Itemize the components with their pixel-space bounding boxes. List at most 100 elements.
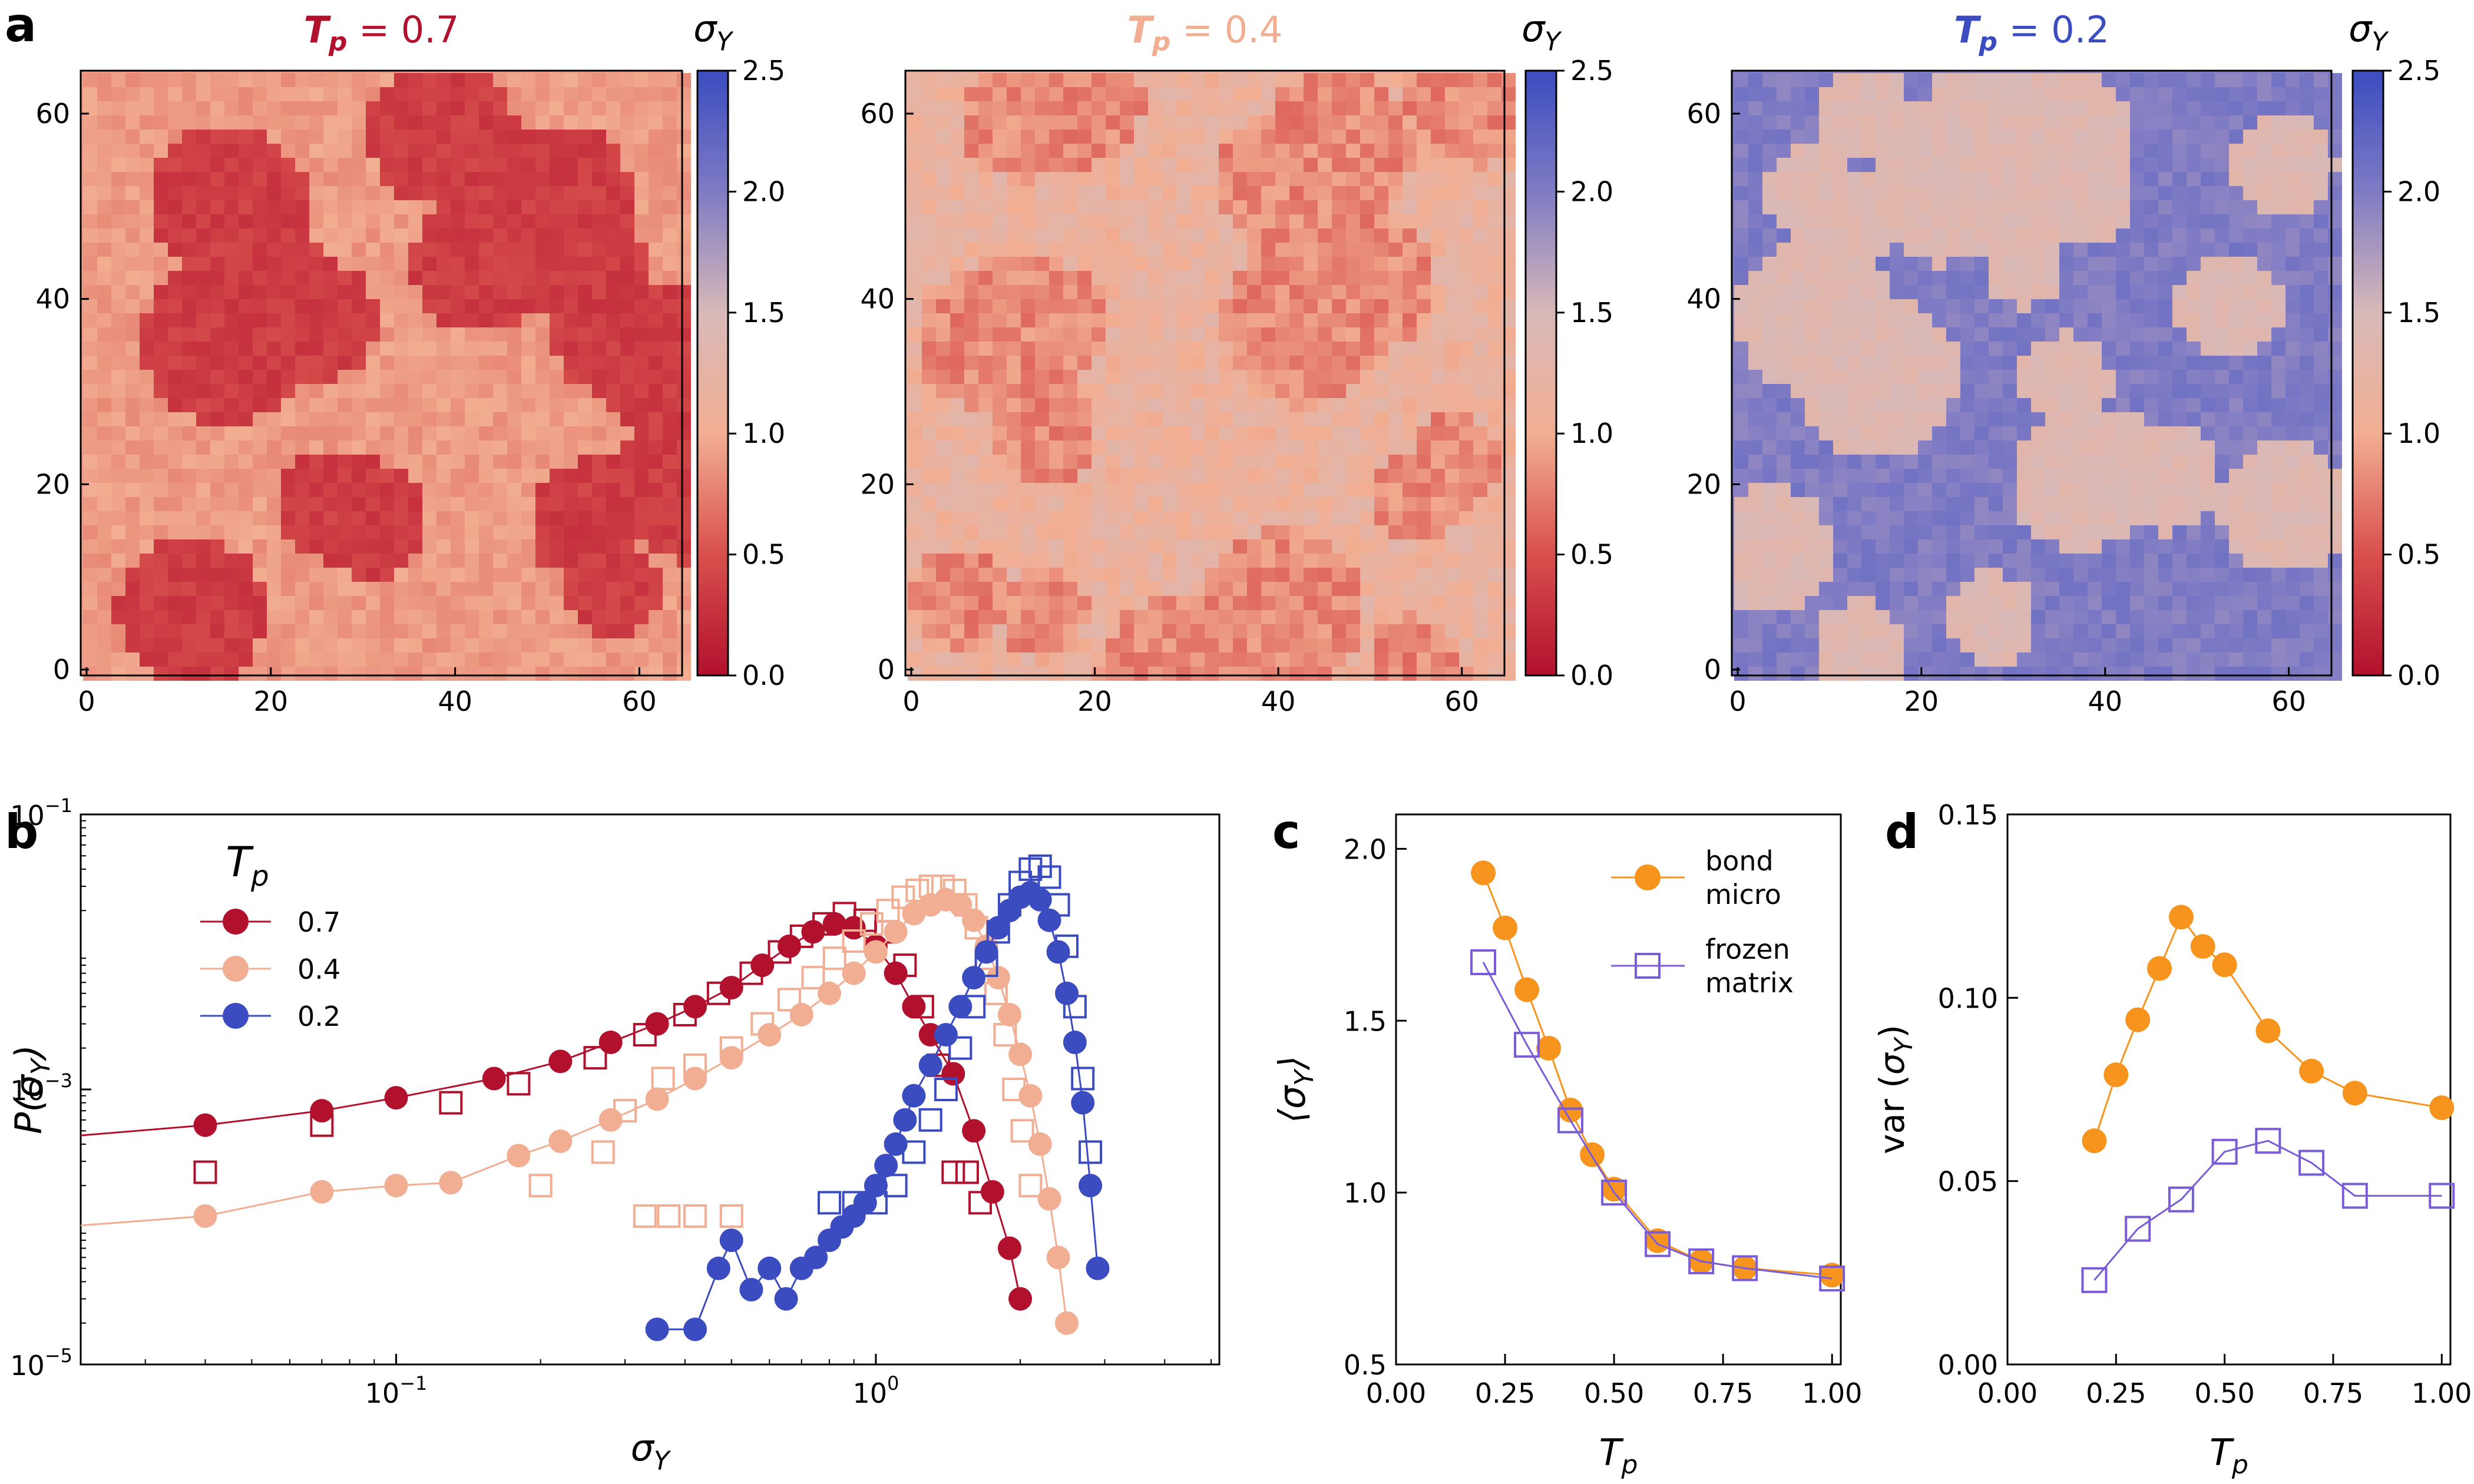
- data-point: [598, 1108, 623, 1132]
- data-point: [893, 1108, 917, 1132]
- data-point: [193, 1160, 217, 1184]
- x-tick-label: 20: [254, 685, 289, 717]
- panel-label-b: b: [5, 804, 38, 859]
- data-point: [651, 1066, 675, 1091]
- data-point: [2125, 1215, 2151, 1242]
- data-point: [1010, 1119, 1034, 1143]
- y-axis-label: ⟨σY⟩: [1271, 1056, 1319, 1124]
- data-point: [1079, 1174, 1103, 1198]
- x-tick-label: 20: [1904, 685, 1939, 717]
- data-point: [1046, 940, 1070, 964]
- plot-frame: [1395, 813, 1842, 1366]
- map-title: Tp = 0.2: [1954, 8, 2109, 57]
- data-point: [548, 1129, 573, 1153]
- y-tick-label: 10−5: [10, 1344, 72, 1382]
- data-point: [633, 1204, 657, 1228]
- plot-area: [49, 854, 1110, 1341]
- data-point: [874, 1154, 898, 1178]
- x-tick-label: 0.75: [2303, 1377, 2363, 1409]
- data-point: [49, 1125, 72, 1149]
- data-point: [1820, 1263, 1845, 1288]
- x-tick-label: 40: [438, 685, 472, 717]
- y-tick-label: 0.5: [1344, 1349, 1387, 1381]
- data-point: [980, 1180, 1004, 1204]
- data-point: [706, 1256, 730, 1280]
- colorbar-tick-label: 1.5: [742, 297, 785, 329]
- x-tick-label: 0.25: [2086, 1377, 2146, 1409]
- data-point: [768, 940, 792, 964]
- y-tick-label: 1.0: [1344, 1177, 1387, 1209]
- colorbar-tick-label: 0.5: [742, 539, 785, 571]
- y-tick-label: 2.0: [1344, 833, 1387, 865]
- data-point: [905, 879, 930, 903]
- data-point: [1471, 860, 1496, 886]
- data-point: [1819, 1266, 1845, 1292]
- plot-frame: [2006, 813, 2452, 1366]
- data-point: [2298, 1150, 2325, 1176]
- data-point: [1037, 908, 1061, 932]
- x-axis-label: σY: [631, 1426, 672, 1476]
- x-tick-label: 0.00: [1977, 1377, 2038, 1409]
- x-tick-label: 0: [78, 685, 95, 717]
- subscript: Y: [1544, 28, 1562, 57]
- legend-label: micro: [1705, 879, 1781, 910]
- y-tick-label: 20: [1686, 468, 1721, 500]
- heatmap-tp-0.4: 0 20 40 60 0 20 40 60 Tp = 0.4 0.0 0.5 1.0 1.5 2.0 2.5…: [860, 7, 1613, 717]
- data-point: [2081, 1267, 2108, 1293]
- y-tick-label: 20: [35, 468, 70, 500]
- data-point: [2103, 1062, 2129, 1088]
- subscript: Y: [654, 1447, 672, 1476]
- data-point: [891, 885, 915, 909]
- data-point: [884, 1174, 908, 1198]
- data-point: [1580, 1142, 1605, 1167]
- panel-label-a: a: [5, 0, 37, 52]
- colorbar-tick-label: 0.5: [2397, 539, 2440, 571]
- data-point: [902, 1084, 926, 1108]
- data-point: [934, 1023, 958, 1047]
- colorbar-tick-label: 2.0: [1570, 175, 1613, 207]
- data-point: [673, 1002, 697, 1026]
- x-tick-label: 0.00: [1366, 1377, 1426, 1409]
- colorbar-label: σY: [1522, 7, 1562, 57]
- data-point: [758, 1256, 782, 1280]
- data-point: [683, 1053, 707, 1077]
- data-point: [777, 988, 801, 1012]
- data-point: [902, 995, 926, 1019]
- data-point: [864, 940, 888, 964]
- x-tick-label: 10−1: [365, 1372, 428, 1409]
- data-point: [583, 1046, 607, 1070]
- x-tick-label: 0.25: [1475, 1377, 1535, 1409]
- data-point: [683, 1317, 707, 1341]
- data-point: [750, 1012, 775, 1036]
- data-point: [1079, 1140, 1103, 1164]
- distribution-chart: 10−1 100 10−5 10−3 10−1 σY P(σY) Tp 0.7 0.4 0.2: [7, 794, 1221, 1476]
- map-title: Tp = 0.4: [1127, 8, 1283, 57]
- colorbar-label: σY: [2349, 7, 2389, 57]
- y-tick-label: 10−1: [10, 794, 72, 832]
- y-tick-label: 0.10: [1938, 982, 1998, 1014]
- data-point: [1071, 1066, 1095, 1091]
- subscript: Y: [716, 28, 734, 57]
- data-point: [789, 924, 813, 948]
- data-point: [439, 1171, 463, 1195]
- data-point: [893, 953, 917, 978]
- data-point: [384, 1174, 408, 1198]
- colorbar-tick-label: 2.0: [742, 175, 785, 207]
- data-point: [645, 1317, 669, 1341]
- data-point: [984, 981, 1008, 1005]
- y-tick-label: 0: [878, 654, 895, 685]
- data-point: [1028, 887, 1052, 912]
- data-point: [2341, 1182, 2368, 1209]
- data-point: [1732, 1255, 1758, 1281]
- x-tick-label: 0.50: [1584, 1377, 1644, 1409]
- x-tick-label: 40: [1261, 685, 1296, 717]
- data-point: [774, 1287, 798, 1311]
- data-point: [962, 966, 986, 990]
- data-point: [1037, 1187, 1061, 1211]
- data-point: [842, 961, 866, 985]
- series-line: [2093, 1140, 2442, 1281]
- data-point: [997, 1002, 1021, 1026]
- data-point: [507, 1144, 531, 1168]
- y-tick-label: 10−3: [10, 1069, 72, 1107]
